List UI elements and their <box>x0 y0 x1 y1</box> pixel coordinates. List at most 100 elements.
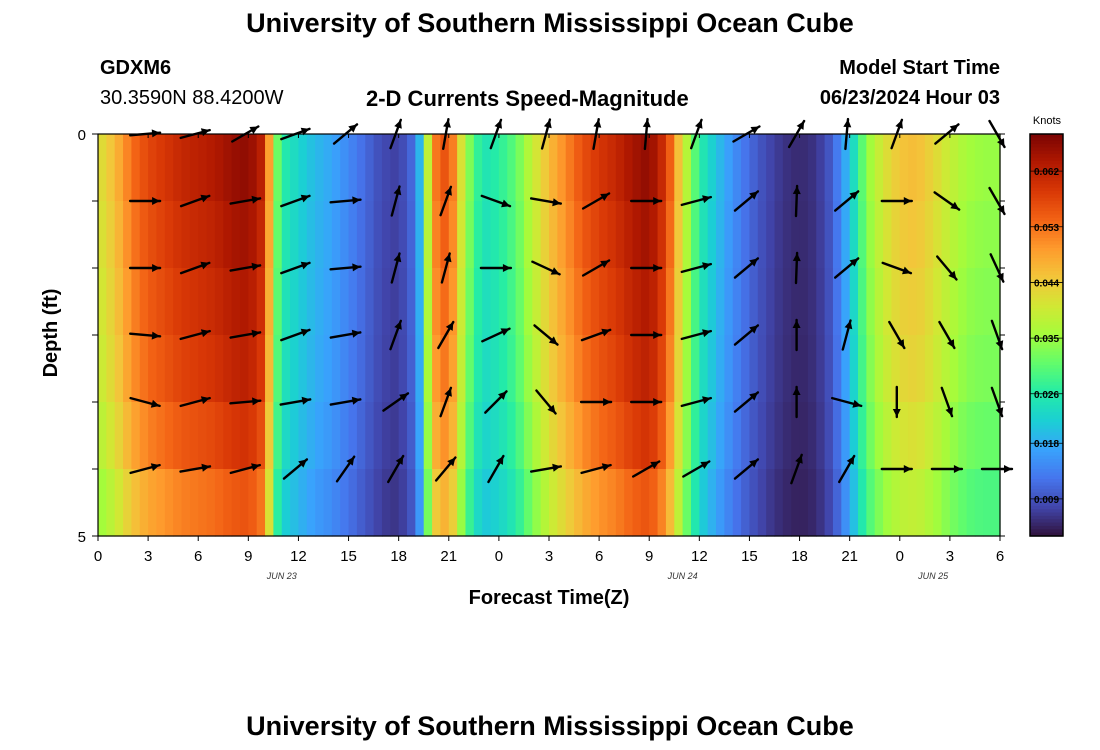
heatmap-cell <box>549 335 558 403</box>
vector-head <box>796 121 805 130</box>
heatmap-cell <box>883 335 893 403</box>
colorbar-segment <box>1030 311 1063 316</box>
heatmap-cell <box>590 201 600 269</box>
heatmap-cell <box>699 134 709 202</box>
heatmap-cell <box>690 201 700 269</box>
heatmap-cell <box>599 268 609 336</box>
heatmap-cell <box>323 335 333 403</box>
heatmap-cell <box>490 402 500 470</box>
heatmap-cell <box>390 469 400 537</box>
heatmap-cell <box>832 134 842 202</box>
current-vector <box>179 329 211 341</box>
colorbar-segment <box>1030 318 1063 323</box>
colorbar-segment <box>1030 371 1063 376</box>
heatmap-cell <box>340 268 350 336</box>
heatmap-cell <box>181 268 191 336</box>
heatmap-cell <box>323 201 333 269</box>
heatmap-cell <box>949 268 959 336</box>
vector-head <box>702 396 711 405</box>
colorbar-segment <box>1030 358 1063 363</box>
heatmap-cell <box>933 201 943 269</box>
vector-head <box>896 339 905 348</box>
heatmap-cell <box>482 335 492 403</box>
heatmap-cell <box>582 134 592 202</box>
colorbar-segment <box>1030 525 1063 530</box>
colorbar-segment <box>1030 448 1063 453</box>
heatmap-cell <box>874 201 884 269</box>
heatmap-cell <box>98 134 107 202</box>
colorbar-segment <box>1030 268 1063 272</box>
heatmap-cell <box>214 335 224 403</box>
vector-head <box>502 264 511 272</box>
colorbar-segment <box>1030 247 1063 252</box>
heatmap-cell <box>473 201 483 269</box>
current-vector <box>329 329 362 339</box>
heatmap-cell <box>916 335 926 403</box>
heatmap-cell <box>532 402 542 470</box>
heatmap-cell <box>515 469 525 537</box>
heatmap-cell <box>298 134 308 202</box>
colorbar-segment <box>1030 180 1063 185</box>
heatmap-cell <box>565 134 575 202</box>
heatmap-cell <box>707 402 717 470</box>
current-vector <box>480 194 512 208</box>
heatmap-cell <box>699 469 709 537</box>
heatmap-cell <box>866 134 876 202</box>
heatmap-cell <box>365 402 375 470</box>
heatmap-cell <box>281 335 291 403</box>
heatmap-cell <box>916 134 926 202</box>
heatmap-cell <box>206 134 216 202</box>
heatmap-cell <box>749 268 759 336</box>
heatmap-cell <box>448 201 458 269</box>
heatmap-cell <box>390 201 400 269</box>
colorbar-segment <box>1030 304 1063 309</box>
heatmap-cell <box>841 268 851 336</box>
heatmap-cell <box>565 402 575 470</box>
current-vector <box>881 261 913 275</box>
heatmap-cell <box>590 469 600 537</box>
heatmap-cell <box>323 134 333 202</box>
heatmap-cell <box>523 268 533 336</box>
heatmap-cell <box>482 134 492 202</box>
x-tick-label: 3 <box>545 548 553 565</box>
heatmap-cell <box>156 268 166 336</box>
heatmap-cell <box>164 469 174 537</box>
vector-head <box>792 320 801 328</box>
vector-head <box>749 258 758 267</box>
heatmap-cell <box>415 402 425 470</box>
current-vector <box>179 396 211 408</box>
heatmap-cell <box>114 268 124 336</box>
vector-head <box>543 119 552 129</box>
heatmap-cell <box>239 469 249 537</box>
heatmap-cell <box>223 402 233 470</box>
heatmap-cell <box>974 134 984 202</box>
heatmap-cell <box>565 268 575 336</box>
heatmap-cell <box>473 335 483 403</box>
heatmap-cell <box>390 335 400 403</box>
x-tick-label: 9 <box>244 548 252 565</box>
vector-head <box>352 263 361 272</box>
heatmap-cell <box>440 201 450 269</box>
heatmap-cell <box>407 268 416 336</box>
colorbar-segment <box>1030 438 1063 443</box>
heatmap-cell <box>231 134 241 202</box>
current-vector <box>880 465 913 473</box>
current-vector <box>440 252 452 284</box>
heatmap-cell <box>381 402 391 470</box>
heatmap-cell <box>306 335 316 403</box>
heatmap-cell <box>690 134 700 202</box>
colorbar-segment <box>1030 499 1063 504</box>
vector-head <box>348 124 357 133</box>
heatmap-cell <box>407 335 416 403</box>
colorbar-tick-label: 0.035 <box>1034 334 1059 345</box>
heatmap-cell <box>640 402 650 470</box>
colorbar-segment <box>1030 164 1063 169</box>
vector-head <box>642 119 651 128</box>
heatmap-cell <box>473 469 483 537</box>
heatmap-cell <box>106 335 116 403</box>
colorbar-segment <box>1030 428 1063 433</box>
heatmap-cell <box>206 402 216 470</box>
colorbar-segment <box>1030 221 1063 226</box>
heatmap-cell <box>356 268 366 336</box>
date-label: JUN 24 <box>667 571 698 581</box>
